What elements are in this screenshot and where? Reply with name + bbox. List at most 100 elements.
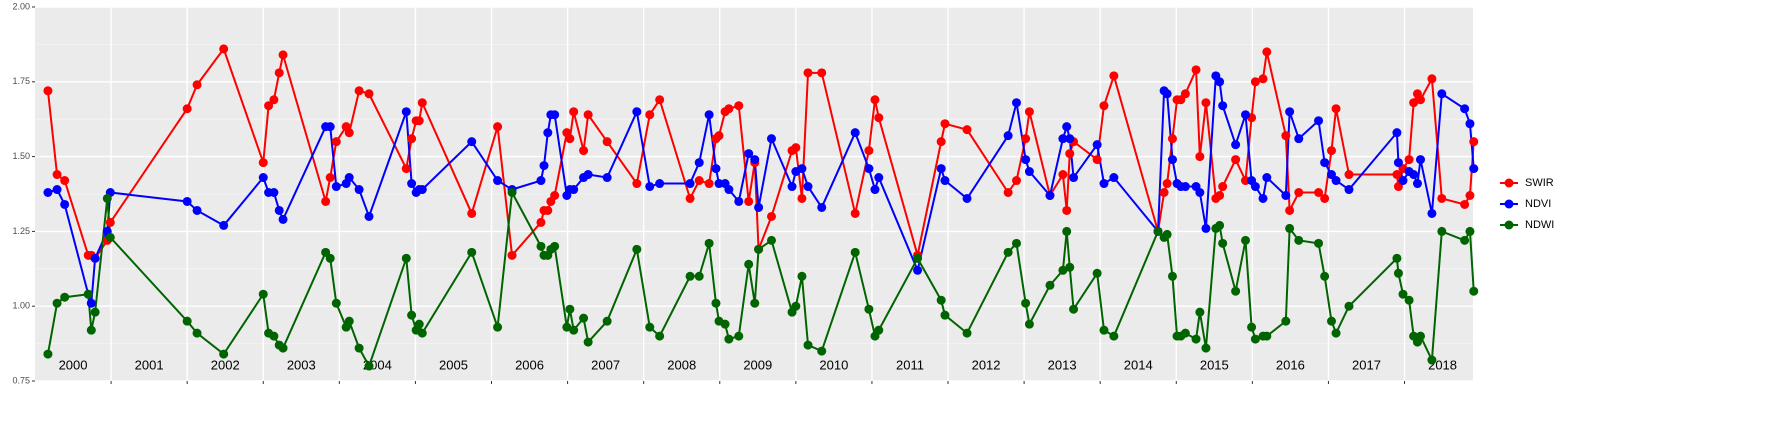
point xyxy=(182,104,192,114)
point xyxy=(52,170,62,180)
point xyxy=(1465,226,1475,236)
point xyxy=(754,202,764,212)
point xyxy=(192,80,202,90)
year-label: 2014 xyxy=(1124,357,1153,372)
point xyxy=(102,193,112,203)
point xyxy=(258,173,268,183)
point xyxy=(685,179,695,189)
point xyxy=(734,196,744,206)
point xyxy=(714,131,724,141)
y-tick-label: 1.25 xyxy=(12,226,30,236)
point xyxy=(1195,188,1205,198)
point xyxy=(543,205,553,215)
y-tick-label: 1.75 xyxy=(12,76,30,86)
point xyxy=(1162,229,1172,239)
point xyxy=(1409,170,1419,180)
point xyxy=(1281,190,1291,200)
point xyxy=(1065,262,1075,272)
point xyxy=(1409,98,1419,108)
point xyxy=(583,110,593,120)
point xyxy=(401,164,411,174)
point xyxy=(1262,47,1272,57)
point xyxy=(734,101,744,111)
point xyxy=(1320,158,1330,168)
point xyxy=(1469,286,1479,296)
point xyxy=(331,182,341,192)
point xyxy=(1162,179,1172,189)
point xyxy=(1281,131,1291,141)
point xyxy=(1058,265,1068,275)
point xyxy=(940,310,950,320)
point xyxy=(602,173,612,183)
point xyxy=(354,343,364,353)
point xyxy=(1045,280,1055,290)
point xyxy=(1465,119,1475,129)
point xyxy=(724,185,734,195)
y-tick-label: 1.00 xyxy=(12,301,30,311)
point xyxy=(1065,134,1075,144)
point xyxy=(1258,74,1268,84)
point xyxy=(694,176,704,186)
point xyxy=(1024,319,1034,329)
point xyxy=(936,164,946,174)
point xyxy=(694,271,704,281)
point xyxy=(744,196,754,206)
point xyxy=(1011,176,1021,186)
point xyxy=(632,107,642,117)
point xyxy=(105,217,115,227)
point xyxy=(1058,170,1068,180)
point xyxy=(507,250,517,260)
point xyxy=(550,190,560,200)
point xyxy=(655,331,665,341)
point xyxy=(1344,301,1354,311)
point xyxy=(1460,199,1470,209)
point xyxy=(1404,295,1414,305)
point xyxy=(1412,179,1422,189)
point xyxy=(1398,176,1408,186)
point xyxy=(1437,226,1447,236)
point xyxy=(803,340,813,350)
point xyxy=(1460,104,1470,114)
point xyxy=(645,322,655,332)
point xyxy=(1416,155,1426,165)
year-label: 2017 xyxy=(1352,357,1381,372)
point xyxy=(750,298,760,308)
point xyxy=(1195,152,1205,162)
point xyxy=(562,322,572,332)
point xyxy=(1427,355,1437,365)
point xyxy=(493,322,503,332)
point xyxy=(83,289,93,299)
point xyxy=(1159,188,1169,198)
point xyxy=(269,331,279,341)
point xyxy=(1218,238,1228,248)
point xyxy=(1021,134,1031,144)
point xyxy=(1262,173,1272,183)
point xyxy=(344,173,354,183)
year-label: 2005 xyxy=(439,357,468,372)
point xyxy=(724,104,734,114)
year-label: 2002 xyxy=(211,357,240,372)
point xyxy=(43,188,53,198)
point xyxy=(1437,89,1447,99)
point xyxy=(1281,316,1291,326)
point xyxy=(1392,253,1402,263)
point xyxy=(364,361,374,371)
point xyxy=(685,193,695,203)
point xyxy=(645,110,655,120)
point xyxy=(331,137,341,147)
point xyxy=(744,149,754,159)
point xyxy=(1241,110,1251,120)
point xyxy=(364,89,374,99)
point xyxy=(52,298,62,308)
point xyxy=(536,176,546,186)
year-label: 2011 xyxy=(896,357,924,372)
legend-key xyxy=(1504,220,1514,230)
point xyxy=(645,182,655,192)
point xyxy=(550,110,560,120)
point xyxy=(1062,122,1072,132)
point xyxy=(278,214,288,224)
point xyxy=(803,182,813,192)
point xyxy=(583,337,593,347)
point xyxy=(1241,235,1251,245)
point xyxy=(864,164,874,174)
